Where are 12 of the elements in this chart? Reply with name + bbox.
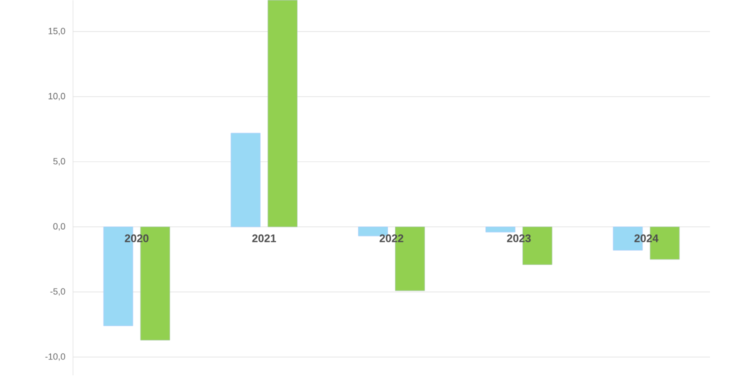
y-tick-label: 10,0 xyxy=(48,93,66,101)
y-tick-label: 15,0 xyxy=(48,28,66,36)
x-tick-label: 2021 xyxy=(252,234,276,242)
y-tick-label: 5,0 xyxy=(53,158,66,166)
bar xyxy=(230,133,261,228)
x-tick-label: 2020 xyxy=(124,234,148,242)
bar xyxy=(486,226,516,233)
y-tick-label: -5,0 xyxy=(50,288,66,296)
y-tick-label: -10,0 xyxy=(45,354,66,361)
y-tick-label: 0,0 xyxy=(53,223,66,231)
bar xyxy=(268,0,298,228)
x-tick-label: 2024 xyxy=(634,234,658,242)
